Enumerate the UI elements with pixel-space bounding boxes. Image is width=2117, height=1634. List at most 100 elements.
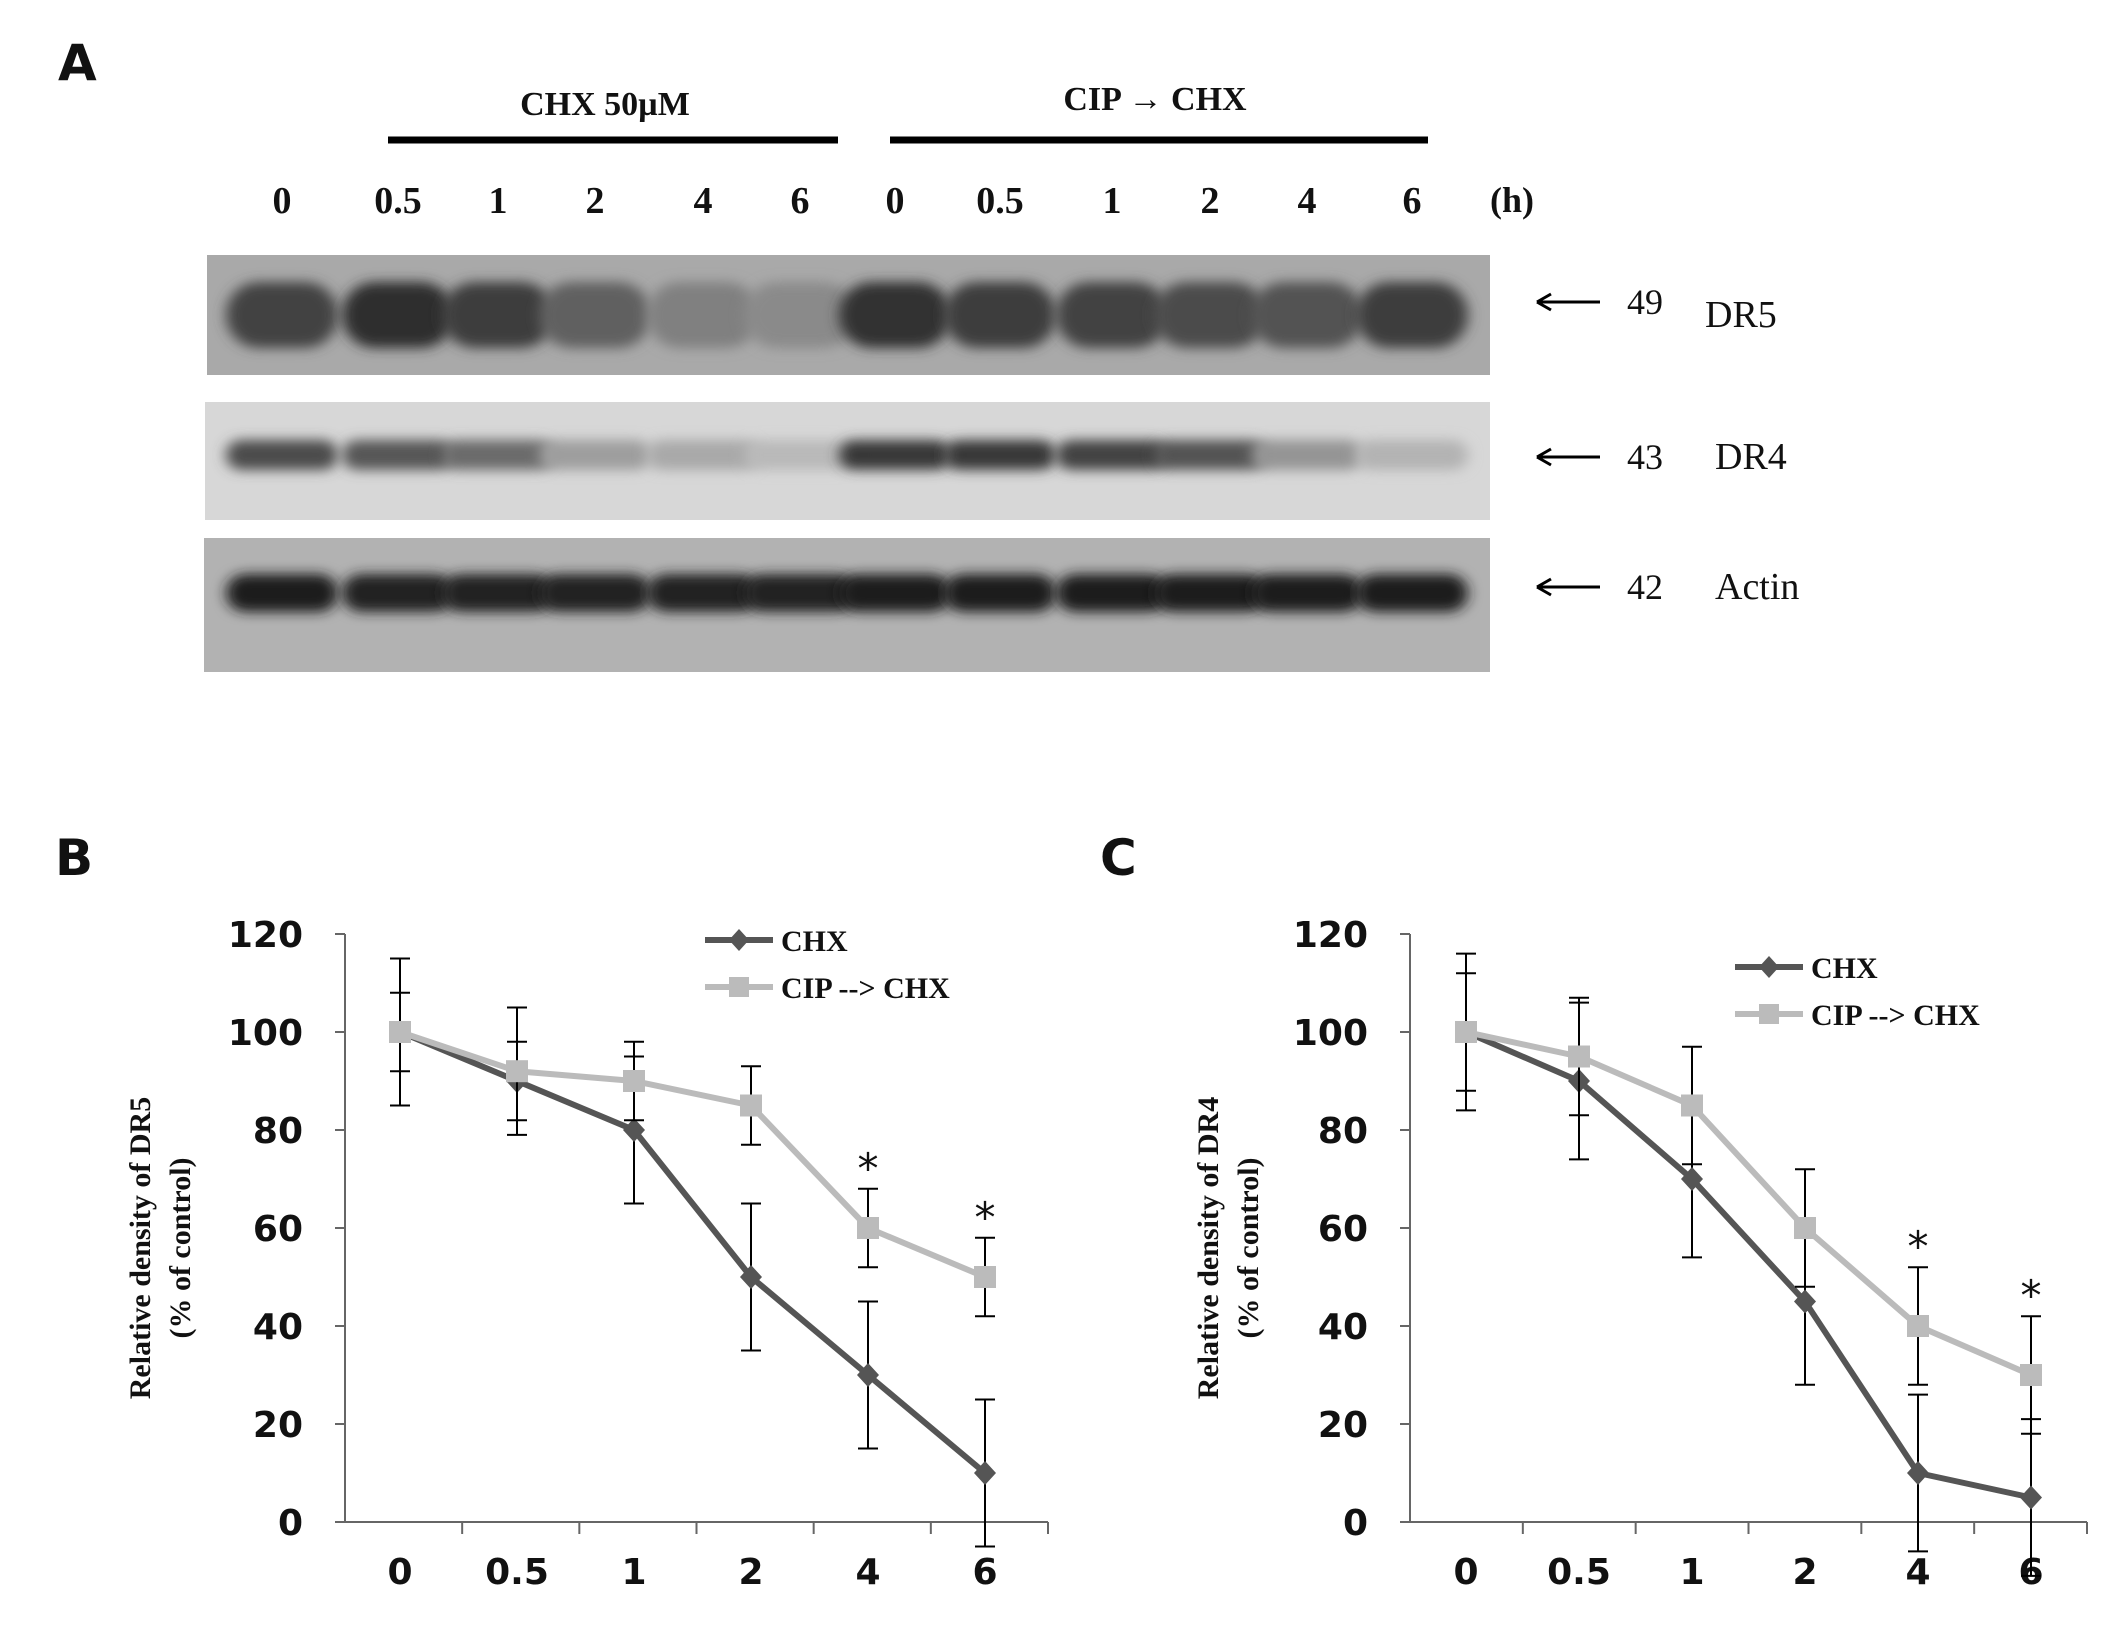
blot-band bbox=[342, 282, 454, 348]
data-point bbox=[506, 1060, 528, 1083]
y-tick-label: 0 bbox=[1343, 1503, 1368, 1544]
molecular-weight-marker: 43 bbox=[1627, 437, 1663, 477]
series-cip-chx bbox=[1455, 952, 2042, 1435]
significance-asterisk: * bbox=[2021, 1271, 2042, 1320]
blot-dr5: 49 DR5 bbox=[207, 255, 1777, 375]
y-tick-label: 0 bbox=[278, 1503, 303, 1544]
y-axis-label: (% of control) bbox=[1232, 1157, 1265, 1338]
data-point bbox=[740, 1094, 762, 1117]
blot-band bbox=[226, 574, 338, 612]
lane-label: 0 bbox=[273, 180, 292, 222]
data-point bbox=[1794, 1217, 1816, 1239]
lane-label: 6 bbox=[1403, 180, 1422, 222]
data-point bbox=[857, 1363, 879, 1387]
legend-entry: CIP --> CHX bbox=[705, 972, 950, 1005]
lane-label: 1 bbox=[1103, 180, 1122, 222]
y-axis-label: (% of control) bbox=[164, 1157, 197, 1338]
blot-band bbox=[539, 440, 651, 470]
blot-band bbox=[839, 574, 951, 612]
y-tick-label: 20 bbox=[253, 1405, 303, 1446]
arrow-icon bbox=[1536, 292, 1552, 312]
x-tick-label: 1 bbox=[621, 1552, 646, 1593]
blot-band bbox=[1056, 574, 1168, 612]
blot-band bbox=[539, 574, 651, 612]
blot-band bbox=[1154, 282, 1266, 348]
data-point bbox=[1681, 1094, 1703, 1117]
data-point bbox=[623, 1070, 645, 1092]
significance-asterisk: * bbox=[858, 1144, 879, 1193]
legend-entry: CIP --> CHX bbox=[1735, 999, 1980, 1032]
y-tick-label: 100 bbox=[1293, 1013, 1368, 1054]
lane-label: 4 bbox=[1298, 180, 1317, 222]
lane-label: 0.5 bbox=[374, 180, 422, 222]
blot-band bbox=[442, 440, 554, 470]
y-tick-label: 60 bbox=[253, 1209, 303, 1250]
blot-band bbox=[839, 440, 951, 470]
x-tick-label: 4 bbox=[1905, 1552, 1930, 1593]
protein-label: Actin bbox=[1715, 566, 1799, 608]
y-tick-label: 20 bbox=[1318, 1405, 1368, 1446]
legend-label: CHX bbox=[781, 925, 848, 958]
lane-labels: 0 0.5 1 2 4 6 0 0.5 1 2 4 6 bbox=[273, 180, 1422, 222]
legend-marker bbox=[1759, 956, 1779, 978]
blot-band bbox=[226, 440, 338, 470]
blot-band bbox=[1251, 440, 1363, 470]
legend-label: CHX bbox=[1811, 952, 1878, 985]
y-axis-label: Relative density of DR4 bbox=[1192, 1097, 1225, 1399]
blot-band bbox=[839, 282, 951, 348]
blot-band bbox=[944, 440, 1056, 470]
lane-label: 0.5 bbox=[976, 180, 1024, 222]
series-chx bbox=[1455, 972, 2042, 1577]
legend-marker bbox=[729, 977, 749, 997]
arrow-icon bbox=[1536, 577, 1552, 597]
y-tick-label: 60 bbox=[1318, 1209, 1368, 1250]
protein-label: DR4 bbox=[1715, 436, 1787, 478]
blot-band bbox=[944, 282, 1056, 348]
lane-label: 2 bbox=[1201, 180, 1220, 222]
x-tick-label: 0.5 bbox=[1547, 1552, 1611, 1593]
y-axis-label: Relative density of DR5 bbox=[124, 1097, 157, 1399]
blot-band bbox=[744, 440, 856, 470]
blot-band bbox=[1251, 574, 1363, 612]
series-line bbox=[399, 1029, 987, 1280]
data-point bbox=[1907, 1461, 1929, 1485]
blot-band bbox=[342, 440, 454, 470]
data-point bbox=[974, 1461, 996, 1485]
series-line bbox=[1465, 1029, 2033, 1378]
panel-a-western-blot: A CHX 50µM CIP → CHX 0 0.5 1 2 4 6 0 0.5 1 2 4 6 (h… bbox=[58, 34, 1799, 672]
y-tick-label: 40 bbox=[253, 1307, 303, 1348]
data-point bbox=[1681, 1167, 1703, 1191]
group-label-cip-chx: CIP → CHX bbox=[1063, 81, 1247, 118]
x-tick-label: 6 bbox=[972, 1552, 997, 1593]
blot-band bbox=[944, 574, 1056, 612]
series-line bbox=[398, 1029, 987, 1476]
data-point bbox=[857, 1217, 879, 1239]
legend-label: CIP --> CHX bbox=[1811, 999, 1980, 1032]
data-point bbox=[389, 1021, 411, 1043]
legend-entry: CHX bbox=[705, 925, 848, 958]
blot-dr4: 43 DR4 bbox=[205, 402, 1787, 520]
blot-band bbox=[647, 282, 759, 348]
x-tick-label: 4 bbox=[855, 1552, 880, 1593]
lane-label: 1 bbox=[489, 180, 508, 222]
group-label-chx: CHX 50µM bbox=[520, 86, 690, 123]
x-tick-label: 2 bbox=[738, 1552, 763, 1593]
blot-band bbox=[1154, 574, 1266, 612]
blot-band bbox=[1251, 282, 1363, 348]
data-point bbox=[1907, 1315, 1929, 1337]
molecular-weight-marker: 42 bbox=[1627, 567, 1663, 607]
y-tick-label: 120 bbox=[1293, 915, 1368, 956]
lane-label: 6 bbox=[791, 180, 810, 222]
blot-band bbox=[647, 440, 759, 470]
y-tick-label: 80 bbox=[253, 1111, 303, 1152]
y-tick-label: 40 bbox=[1318, 1307, 1368, 1348]
significance-asterisk: * bbox=[1908, 1222, 1929, 1271]
data-point bbox=[2020, 1485, 2042, 1510]
x-tick-label: 1 bbox=[1679, 1552, 1704, 1593]
data-point bbox=[1568, 1045, 1590, 1068]
panel-letter: C bbox=[1100, 829, 1137, 887]
series-cip-chx bbox=[389, 957, 996, 1318]
series-line bbox=[1464, 1029, 2032, 1501]
